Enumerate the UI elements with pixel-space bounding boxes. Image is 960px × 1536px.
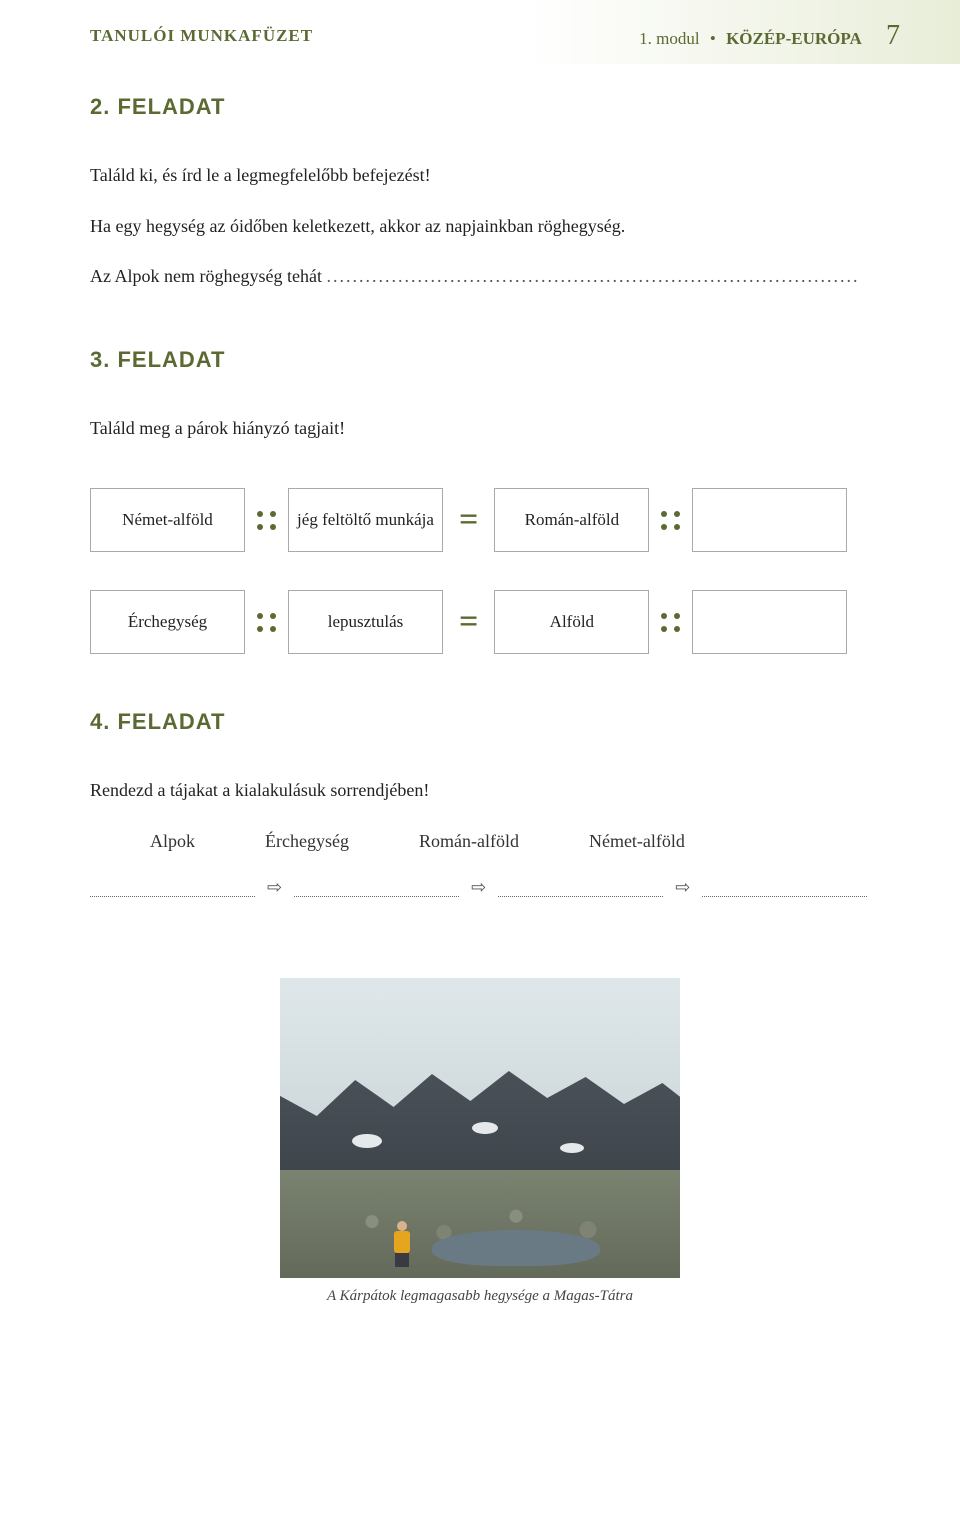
relation-dots-icon bbox=[661, 511, 680, 530]
task2-title: 2. FELADAT bbox=[90, 94, 870, 120]
card-blank2[interactable] bbox=[692, 590, 847, 654]
arrow-right-icon: ⇨ bbox=[675, 877, 690, 898]
task3-title: 3. FELADAT bbox=[90, 347, 870, 373]
card-c1: Román-alföld bbox=[494, 488, 649, 552]
arrow-right-icon: ⇨ bbox=[267, 877, 282, 898]
sequence-blank-1[interactable] bbox=[90, 878, 255, 897]
card-b1: jég feltöltő munkája bbox=[288, 488, 443, 552]
sequence-blank-2[interactable] bbox=[294, 878, 459, 897]
word-1: Alpok bbox=[150, 831, 195, 852]
task2-instruction: Találd ki, és írd le a legmegfelelőbb be… bbox=[90, 160, 870, 191]
word-4: Német-alföld bbox=[589, 831, 685, 852]
relation-dots-icon bbox=[257, 511, 276, 530]
word-2: Érchegység bbox=[265, 831, 349, 852]
equals-icon: = bbox=[459, 605, 478, 639]
relation-dots-icon bbox=[661, 613, 680, 632]
fill-in-blank[interactable] bbox=[326, 266, 859, 286]
page-header: TANULÓI MUNKAFÜZET 1. modul • KÖZÉP-EURÓ… bbox=[0, 0, 960, 64]
task3-instruction: Találd meg a párok hiányzó tagjait! bbox=[90, 413, 870, 444]
card-a1: Német-alföld bbox=[90, 488, 245, 552]
relation-dots-icon bbox=[257, 613, 276, 632]
arrow-right-icon: ⇨ bbox=[471, 877, 486, 898]
task2-line2: Az Alpok nem röghegység tehát bbox=[90, 261, 870, 292]
card-blank1[interactable] bbox=[692, 488, 847, 552]
pair-row-2: Érchegység lepusztulás = Alföld bbox=[90, 590, 870, 654]
bullet-separator: • bbox=[710, 29, 716, 48]
task2-line1: Ha egy hegység az óidőben keletkezett, a… bbox=[90, 211, 870, 242]
word-3: Román-alföld bbox=[419, 831, 519, 852]
header-right: 1. modul • KÖZÉP-EURÓPA 7 bbox=[639, 20, 900, 52]
page-content: 2. FELADAT Találd ki, és írd le a legmeg… bbox=[0, 64, 960, 1325]
module-title: KÖZÉP-EURÓPA bbox=[726, 29, 862, 48]
equals-icon: = bbox=[459, 503, 478, 537]
card-a2: Érchegység bbox=[90, 590, 245, 654]
task4-instruction: Rendezd a tájakat a kialakulásuk sorrend… bbox=[90, 775, 870, 806]
photo-section: A Kárpátok legmagasabb hegysége a Magas-… bbox=[90, 978, 870, 1305]
module-number: 1. modul bbox=[639, 29, 699, 48]
photo-caption: A Kárpátok legmagasabb hegysége a Magas-… bbox=[327, 1288, 633, 1305]
page-number: 7 bbox=[886, 20, 900, 51]
card-b2: lepusztulás bbox=[288, 590, 443, 654]
pair-row-1: Német-alföld jég feltöltő munkája = Romá… bbox=[90, 488, 870, 552]
word-bank: Alpok Érchegység Román-alföld Német-alfö… bbox=[150, 831, 870, 852]
sequence-blank-4[interactable] bbox=[702, 878, 867, 897]
task4-title: 4. FELADAT bbox=[90, 709, 870, 735]
header-left: TANULÓI MUNKAFÜZET bbox=[90, 26, 313, 46]
sequence-row: ⇨ ⇨ ⇨ bbox=[90, 877, 870, 898]
task2-line2-prefix: Az Alpok nem röghegység tehát bbox=[90, 266, 322, 286]
card-c2: Alföld bbox=[494, 590, 649, 654]
mountain-photo bbox=[280, 978, 680, 1278]
sequence-blank-3[interactable] bbox=[498, 878, 663, 897]
